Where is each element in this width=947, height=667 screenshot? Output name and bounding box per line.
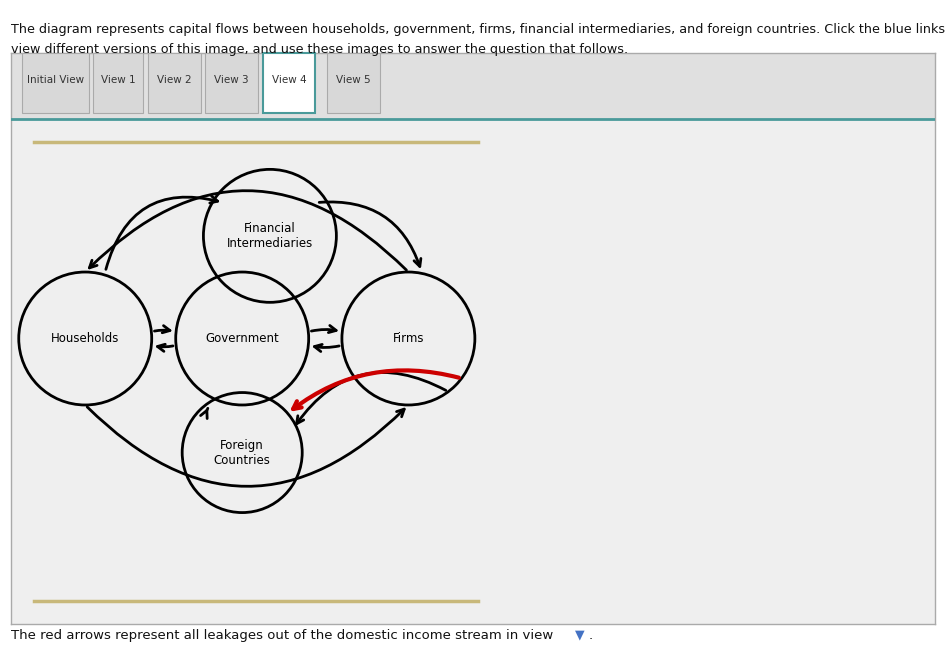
FancyArrowPatch shape (89, 191, 406, 270)
FancyBboxPatch shape (205, 53, 258, 113)
Text: Households: Households (51, 332, 119, 345)
FancyArrowPatch shape (294, 370, 459, 409)
Text: View 3: View 3 (214, 75, 249, 85)
FancyArrowPatch shape (296, 372, 446, 424)
Text: Financial
Intermediaries: Financial Intermediaries (226, 222, 313, 250)
Text: View 4: View 4 (272, 75, 306, 85)
Text: Foreign
Countries: Foreign Countries (214, 439, 271, 466)
FancyBboxPatch shape (327, 53, 380, 113)
Text: View 2: View 2 (157, 75, 191, 85)
FancyArrowPatch shape (87, 407, 404, 486)
FancyBboxPatch shape (23, 53, 89, 113)
Text: ▼: ▼ (575, 629, 584, 642)
Text: view different versions of this image, and use these images to answer the questi: view different versions of this image, a… (11, 43, 629, 56)
Text: .: . (589, 629, 593, 642)
Text: Firms: Firms (393, 332, 424, 345)
Text: View 1: View 1 (100, 75, 135, 85)
Text: Government: Government (205, 332, 279, 345)
FancyArrowPatch shape (157, 344, 173, 352)
FancyArrowPatch shape (312, 325, 336, 333)
Text: The diagram represents capital flows between households, government, firms, fina: The diagram represents capital flows bet… (11, 23, 947, 36)
FancyArrowPatch shape (319, 202, 420, 266)
FancyBboxPatch shape (262, 53, 315, 113)
Bar (11, 53, 935, 119)
Text: Initial View: Initial View (27, 75, 84, 85)
FancyArrowPatch shape (201, 408, 207, 418)
FancyArrowPatch shape (154, 325, 170, 333)
FancyBboxPatch shape (148, 53, 201, 113)
Text: View 5: View 5 (336, 75, 371, 85)
FancyBboxPatch shape (93, 53, 143, 113)
FancyArrowPatch shape (314, 344, 339, 352)
FancyArrowPatch shape (106, 196, 218, 269)
Text: The red arrows represent all leakages out of the domestic income stream in view: The red arrows represent all leakages ou… (11, 629, 554, 642)
